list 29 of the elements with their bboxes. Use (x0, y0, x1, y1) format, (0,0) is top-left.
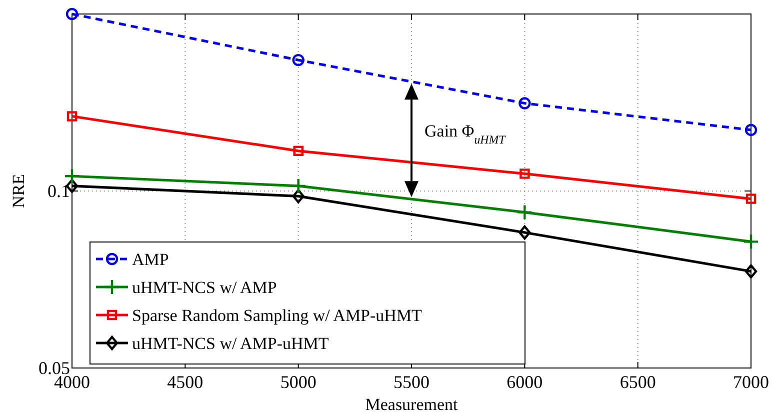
legend-label: Sparse Random Sampling w/ AMP-uHMT (132, 306, 423, 325)
point (293, 146, 304, 156)
y-axis-title: NRE (9, 174, 28, 208)
point (66, 111, 78, 122)
point (290, 178, 306, 194)
point (746, 194, 756, 204)
legend-label: uHMT-NCS w/ AMP-uHMT (132, 334, 330, 353)
x-axis-title: Measurement (365, 395, 458, 414)
x-tick-label: 6000 (506, 372, 543, 392)
legend-label: AMP (132, 250, 169, 269)
x-tick-label: 6500 (620, 372, 656, 392)
point (742, 234, 760, 250)
annotation: Gain Φ$_{uHMT}$ (424, 121, 507, 146)
point (292, 54, 304, 66)
point (518, 97, 531, 110)
point (744, 124, 758, 136)
point (520, 168, 530, 179)
y-tick-label: 0.1 (48, 181, 70, 201)
point (292, 189, 304, 204)
point (516, 204, 533, 220)
point (66, 8, 78, 20)
legend-label: uHMT-NCS w/ AMP (132, 278, 277, 297)
x-tick-label: 5500 (394, 372, 430, 392)
point (744, 264, 758, 278)
x-tick-label: 5000 (280, 372, 316, 392)
x-tick-label: 7000 (733, 372, 769, 392)
point (64, 168, 80, 184)
point (518, 225, 531, 240)
x-tick-label: 4500 (167, 372, 204, 392)
